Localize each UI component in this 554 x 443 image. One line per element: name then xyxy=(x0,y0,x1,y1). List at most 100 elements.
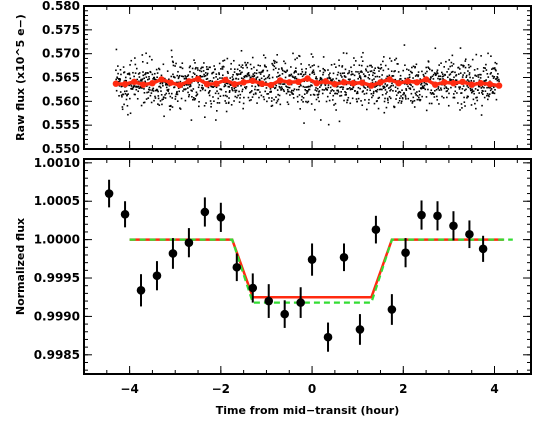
raw-flux-point xyxy=(451,54,454,57)
raw-flux-point xyxy=(427,61,430,63)
raw-flux-point xyxy=(160,93,163,96)
y-tick-label: 0.555 xyxy=(42,118,80,132)
raw-flux-point xyxy=(128,84,130,87)
raw-flux-point xyxy=(362,84,365,87)
raw-flux-point xyxy=(272,64,274,67)
raw-flux-point xyxy=(241,64,244,66)
raw-flux-point xyxy=(437,75,440,78)
raw-flux-point xyxy=(278,85,281,88)
raw-flux-point xyxy=(251,96,254,98)
raw-flux-point xyxy=(221,68,224,70)
raw-flux-point xyxy=(462,85,465,87)
raw-flux-point xyxy=(463,64,465,67)
raw-flux-point xyxy=(280,86,283,88)
raw-flux-point xyxy=(141,61,144,63)
raw-flux-point xyxy=(472,90,475,92)
raw-flux-point xyxy=(145,52,147,55)
raw-flux-point xyxy=(330,64,333,66)
raw-flux-point xyxy=(344,90,346,93)
binned-raw-flux-point xyxy=(140,81,147,88)
raw-flux-point xyxy=(404,77,406,80)
raw-flux-point xyxy=(233,100,235,102)
raw-flux-point xyxy=(317,65,320,68)
raw-flux-point xyxy=(186,84,188,86)
data-point xyxy=(136,286,146,295)
data-point xyxy=(200,207,210,217)
raw-flux-point xyxy=(451,65,453,67)
raw-flux-point xyxy=(367,71,369,73)
raw-flux-point xyxy=(371,79,374,81)
raw-flux-point xyxy=(428,102,431,105)
raw-flux-point xyxy=(207,92,210,94)
raw-flux-point xyxy=(415,94,417,96)
raw-flux-point xyxy=(458,86,460,88)
raw-flux-point xyxy=(347,78,350,81)
raw-flux-point xyxy=(446,96,448,99)
raw-flux-point xyxy=(230,62,232,65)
raw-flux-point xyxy=(389,57,391,60)
raw-flux-point xyxy=(244,74,247,77)
raw-flux-point xyxy=(254,88,256,91)
raw-flux-point xyxy=(374,67,376,69)
raw-flux-point xyxy=(473,92,475,95)
raw-flux-point xyxy=(345,93,347,96)
raw-flux-point xyxy=(121,95,123,98)
raw-flux-point xyxy=(256,102,258,104)
raw-flux-point xyxy=(279,74,281,77)
raw-flux-point xyxy=(487,52,489,55)
raw-flux-point xyxy=(155,68,158,71)
raw-flux-point xyxy=(312,93,315,96)
raw-flux-point xyxy=(160,90,162,92)
raw-flux-point xyxy=(487,94,490,97)
raw-flux-point xyxy=(329,92,331,94)
raw-flux-point xyxy=(223,85,226,88)
raw-flux-point xyxy=(305,86,308,88)
raw-flux-point xyxy=(382,60,384,63)
raw-flux-point xyxy=(304,86,306,89)
raw-flux-point xyxy=(383,85,385,88)
raw-flux-point xyxy=(348,71,350,74)
raw-flux-point xyxy=(477,84,480,87)
raw-flux-point xyxy=(150,92,153,94)
raw-flux-point xyxy=(225,82,228,85)
raw-flux-point xyxy=(336,85,338,88)
raw-flux-point xyxy=(421,70,423,73)
raw-flux-point xyxy=(246,75,248,77)
raw-flux-point xyxy=(262,69,265,72)
raw-flux-point xyxy=(196,93,199,95)
raw-flux-point xyxy=(295,71,297,73)
data-point xyxy=(401,248,410,257)
raw-flux-point xyxy=(226,70,229,73)
raw-flux-point xyxy=(159,86,162,89)
raw-flux-point xyxy=(128,72,131,75)
raw-flux-point xyxy=(449,65,451,68)
raw-flux-point xyxy=(474,74,477,77)
raw-flux-point xyxy=(330,90,332,92)
raw-flux-point xyxy=(360,70,363,72)
raw-flux-point xyxy=(304,73,307,75)
raw-flux-point xyxy=(328,76,330,78)
raw-flux-point xyxy=(136,78,139,81)
raw-flux-point xyxy=(412,65,415,68)
raw-flux-point xyxy=(130,87,132,90)
raw-flux-point xyxy=(188,66,191,69)
raw-flux-point xyxy=(172,64,175,67)
raw-flux-point xyxy=(359,76,362,79)
raw-flux-point xyxy=(485,79,487,81)
raw-flux-point xyxy=(241,88,244,91)
raw-flux-point xyxy=(383,111,386,114)
data-point xyxy=(280,309,289,319)
raw-flux-point xyxy=(359,71,362,73)
raw-flux-point xyxy=(358,64,361,67)
raw-flux-point xyxy=(437,86,440,88)
raw-flux-point xyxy=(202,87,204,89)
raw-flux-point xyxy=(454,90,457,93)
raw-flux-point xyxy=(301,71,304,73)
raw-flux-point xyxy=(227,85,230,88)
raw-flux-point xyxy=(266,76,269,79)
raw-flux-point xyxy=(430,102,433,105)
raw-flux-point xyxy=(492,92,495,94)
raw-flux-point xyxy=(378,76,381,78)
raw-flux-point xyxy=(404,64,406,67)
raw-flux-point xyxy=(425,82,427,85)
